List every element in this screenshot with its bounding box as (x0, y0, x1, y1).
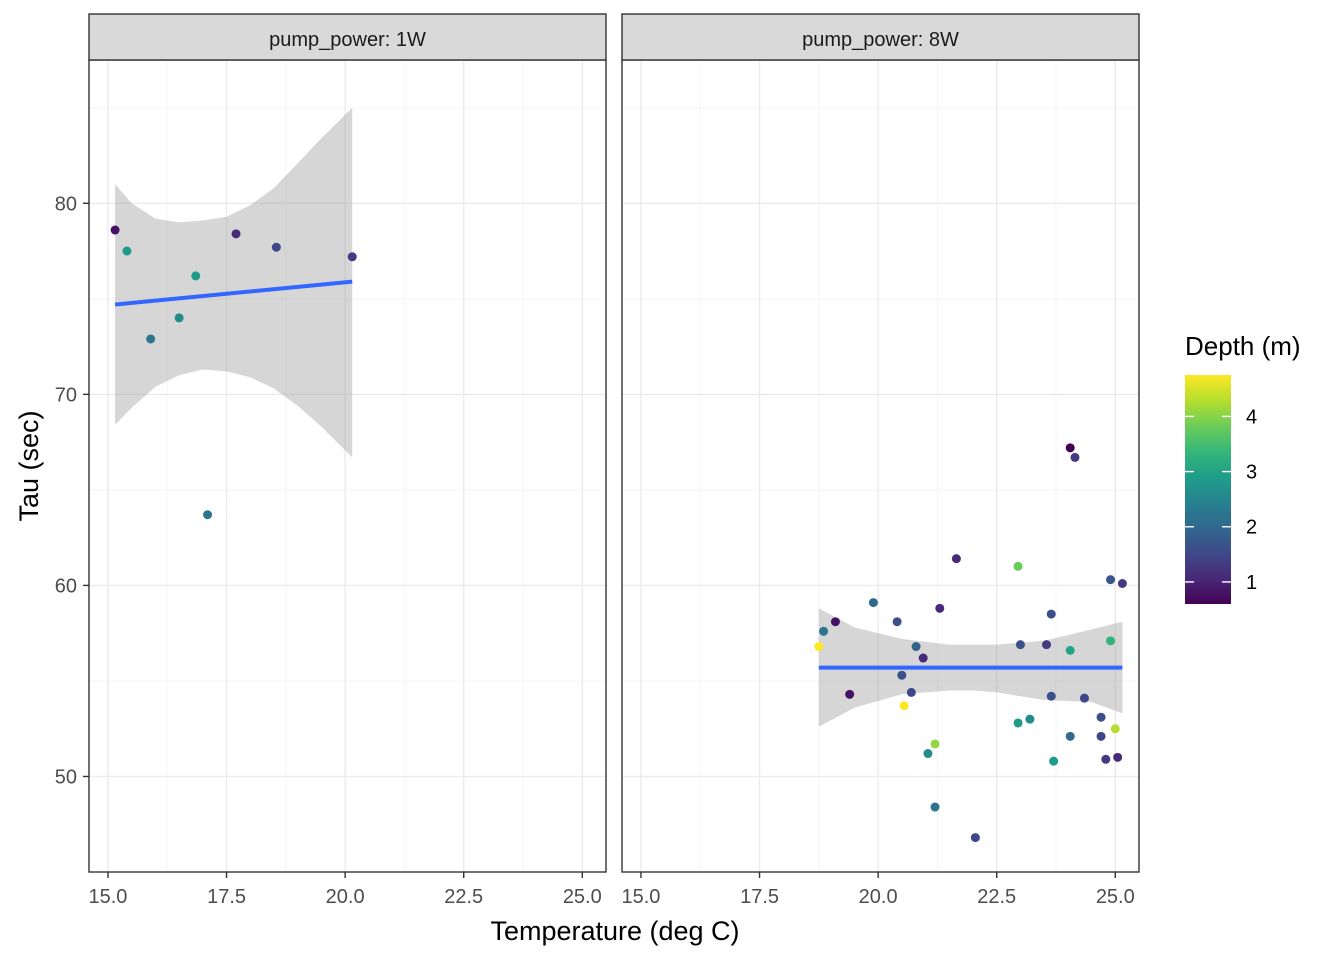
data-point (271, 242, 281, 252)
data-point (1106, 636, 1116, 646)
data-point (174, 313, 184, 323)
facet-panel-1: pump_power: 1W 15.0 17.5 20.0 22.5 25.0 50 60 70… (55, 13, 607, 908)
data-point (906, 687, 916, 697)
colorbar-tick-label: 4 (1246, 406, 1257, 428)
data-point (930, 739, 940, 749)
facet-strip (88, 13, 607, 61)
data-point (951, 554, 961, 564)
fit-line (114, 279, 353, 307)
legend-title: Depth (m) (1185, 331, 1301, 361)
facet-strip-label: pump_power: 1W (269, 29, 426, 51)
data-point (1106, 575, 1116, 585)
x-tick-label: 22.5 (444, 886, 483, 908)
x-tick-label: 15.0 (89, 886, 128, 908)
y-axis-title: Tau (sec) (14, 410, 44, 521)
data-point (1117, 579, 1127, 589)
data-point (1046, 609, 1056, 619)
data-point (899, 701, 909, 711)
data-point (814, 642, 824, 652)
depth-legend: Depth (m) 1 2 3 4 (1185, 331, 1301, 604)
y-tick-label: 80 (55, 193, 77, 215)
colorbar-tick-label: 2 (1246, 517, 1257, 539)
data-point (1049, 756, 1059, 766)
facet-panel-2: pump_power: 8W 15.0 17.5 20.0 22.5 25.0 (621, 13, 1140, 908)
data-point (110, 225, 120, 235)
data-point (923, 749, 933, 759)
data-point (970, 833, 980, 843)
panel-background (89, 60, 606, 872)
data-point (1065, 731, 1075, 741)
confidence-ribbon (115, 107, 353, 458)
data-point (1096, 712, 1106, 722)
x-tick-label: 15.0 (622, 886, 661, 908)
data-point (1065, 443, 1075, 453)
facet-strip-label: pump_power: 8W (802, 29, 959, 51)
facet-panels: pump_power: 1W 15.0 17.5 20.0 22.5 25.0 50 60 70… (55, 13, 1140, 908)
data-point (146, 334, 156, 344)
facet-strip (621, 13, 1140, 61)
data-point (1070, 452, 1080, 462)
data-point (203, 510, 213, 520)
x-tick-label: 22.5 (977, 886, 1016, 908)
data-point (1101, 754, 1111, 764)
data-point (231, 229, 241, 239)
x-tick-label: 20.0 (326, 886, 365, 908)
x-tick-label: 20.0 (859, 886, 898, 908)
data-point (1046, 691, 1056, 701)
colorbar-tick-label: 3 (1246, 462, 1257, 484)
data-point (897, 670, 907, 680)
data-point (1065, 645, 1075, 655)
data-point (845, 689, 855, 699)
x-tick-label: 17.5 (740, 886, 779, 908)
data-point (868, 598, 878, 608)
data-point (819, 626, 829, 636)
x-tick-label: 25.0 (563, 886, 602, 908)
data-point (830, 617, 840, 627)
data-point (1042, 640, 1052, 650)
panel-background (622, 60, 1139, 872)
data-point (1025, 714, 1035, 724)
data-point (1079, 693, 1089, 703)
colorbar (1185, 375, 1231, 604)
data-point (930, 802, 940, 812)
x-tick-label: 25.0 (1096, 886, 1135, 908)
data-point (1015, 640, 1025, 650)
colorbar-tick-label: 1 (1246, 572, 1257, 594)
x-tick-label: 17.5 (207, 886, 246, 908)
data-point (1113, 752, 1123, 762)
y-tick-label: 50 (55, 766, 77, 788)
data-point (122, 246, 132, 256)
x-axis-title: Temperature (deg C) (490, 916, 739, 946)
data-point (911, 642, 921, 652)
data-point (935, 603, 945, 613)
data-point (1013, 718, 1023, 728)
data-point (918, 653, 928, 663)
data-point (1013, 561, 1023, 571)
data-point (347, 252, 357, 262)
data-point (892, 617, 902, 627)
data-point (191, 271, 201, 281)
y-tick-label: 70 (55, 384, 77, 406)
data-point (1110, 724, 1120, 734)
y-tick-label: 60 (55, 575, 77, 597)
data-point (1096, 731, 1106, 741)
